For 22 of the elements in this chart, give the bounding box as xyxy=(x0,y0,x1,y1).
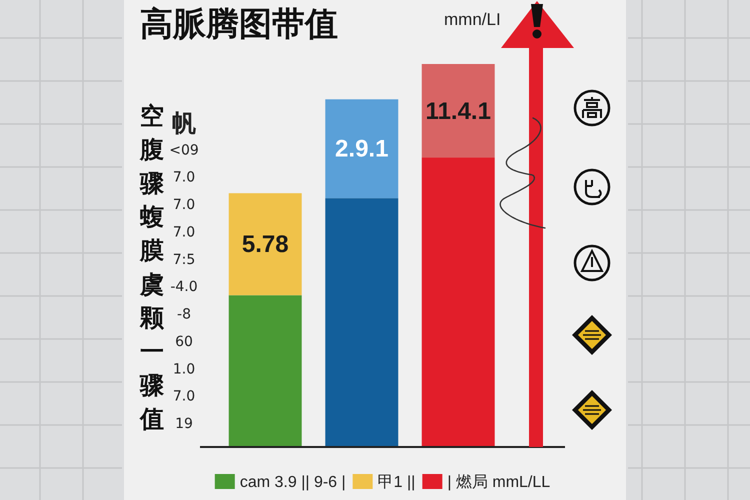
text: -4.0 xyxy=(170,279,198,296)
text: 7:5 xyxy=(172,252,196,268)
chart-subtitle: mmn/LI xyxy=(444,10,501,29)
text: 帆 xyxy=(172,109,196,137)
text: -8 xyxy=(177,306,191,323)
text: 60 xyxy=(175,334,193,350)
legend-label: 甲1 || xyxy=(378,474,416,491)
text: 空腹骤蝮膜虞颗一骤值 xyxy=(140,102,164,433)
text: 7.0 xyxy=(172,170,196,186)
legend-label: cam 3.9 || 9-6 | xyxy=(240,474,346,491)
text: <09 xyxy=(169,142,199,158)
text: 7.0 xyxy=(172,224,196,240)
text: 7.0 xyxy=(172,197,196,214)
data-label: 11.4.1 xyxy=(426,98,491,125)
data-label: 5.78 xyxy=(242,231,289,258)
text: 1.0 xyxy=(172,361,196,378)
legend: cam 3.9 || 9-6 | 甲1 || | 燃局 mmL/LL xyxy=(214,474,550,491)
text: 19 xyxy=(175,416,193,432)
chart-title: 高脈腾图带值 xyxy=(140,4,338,43)
text: 7.0 xyxy=(172,388,196,405)
data-label: 2.9.1 xyxy=(335,136,388,163)
legend-label: | 燃局 mmL/LL xyxy=(447,474,550,491)
